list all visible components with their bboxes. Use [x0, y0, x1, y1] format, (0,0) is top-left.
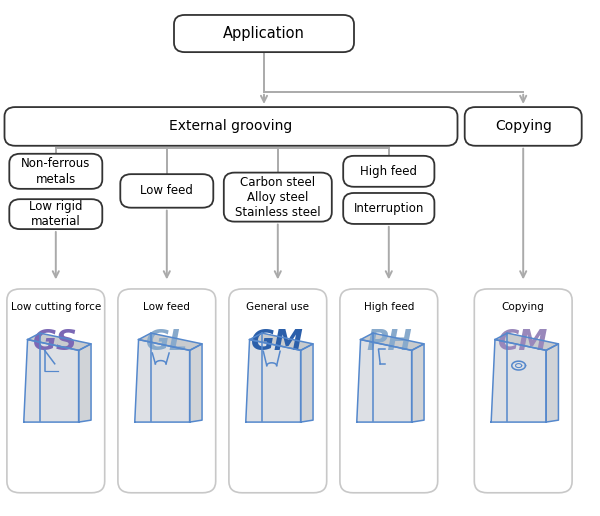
Text: High feed: High feed — [364, 302, 414, 312]
Text: Non-ferrous
metals: Non-ferrous metals — [21, 157, 91, 186]
FancyBboxPatch shape — [343, 156, 434, 187]
Polygon shape — [546, 344, 559, 422]
Text: GS: GS — [34, 328, 78, 356]
Text: External grooving: External grooving — [169, 119, 293, 134]
Text: General use: General use — [247, 302, 310, 312]
Polygon shape — [491, 340, 546, 422]
Polygon shape — [250, 333, 313, 350]
Polygon shape — [357, 340, 412, 422]
Text: Low cutting force: Low cutting force — [11, 302, 101, 312]
Polygon shape — [246, 340, 301, 422]
FancyBboxPatch shape — [174, 15, 354, 52]
Text: Application: Application — [223, 26, 305, 41]
Text: Low feed: Low feed — [143, 302, 190, 312]
FancyBboxPatch shape — [224, 172, 332, 222]
FancyBboxPatch shape — [465, 107, 582, 146]
Polygon shape — [28, 333, 91, 350]
Text: Copying: Copying — [502, 302, 545, 312]
Polygon shape — [301, 344, 313, 422]
Text: Interruption: Interruption — [353, 202, 424, 215]
FancyBboxPatch shape — [10, 199, 102, 229]
FancyBboxPatch shape — [475, 289, 572, 493]
Text: Low rigid
material: Low rigid material — [29, 200, 83, 229]
Polygon shape — [79, 344, 91, 422]
FancyBboxPatch shape — [121, 174, 214, 207]
Text: GM: GM — [251, 328, 304, 356]
Text: GL: GL — [146, 328, 188, 356]
FancyBboxPatch shape — [229, 289, 326, 493]
Text: Low feed: Low feed — [140, 184, 193, 198]
Polygon shape — [135, 340, 190, 422]
Polygon shape — [495, 333, 559, 350]
Polygon shape — [139, 333, 202, 350]
Text: PH: PH — [366, 328, 412, 356]
Text: High feed: High feed — [360, 165, 418, 178]
Polygon shape — [24, 340, 79, 422]
FancyBboxPatch shape — [118, 289, 216, 493]
Text: CM: CM — [498, 328, 548, 356]
Polygon shape — [412, 344, 424, 422]
Text: Copying: Copying — [495, 119, 551, 134]
Text: Carbon steel
Alloy steel
Stainless steel: Carbon steel Alloy steel Stainless steel — [235, 175, 320, 219]
FancyBboxPatch shape — [340, 289, 438, 493]
Polygon shape — [190, 344, 202, 422]
Polygon shape — [361, 333, 424, 350]
FancyBboxPatch shape — [343, 193, 434, 224]
FancyBboxPatch shape — [7, 289, 104, 493]
FancyBboxPatch shape — [5, 107, 458, 146]
FancyBboxPatch shape — [10, 154, 102, 189]
